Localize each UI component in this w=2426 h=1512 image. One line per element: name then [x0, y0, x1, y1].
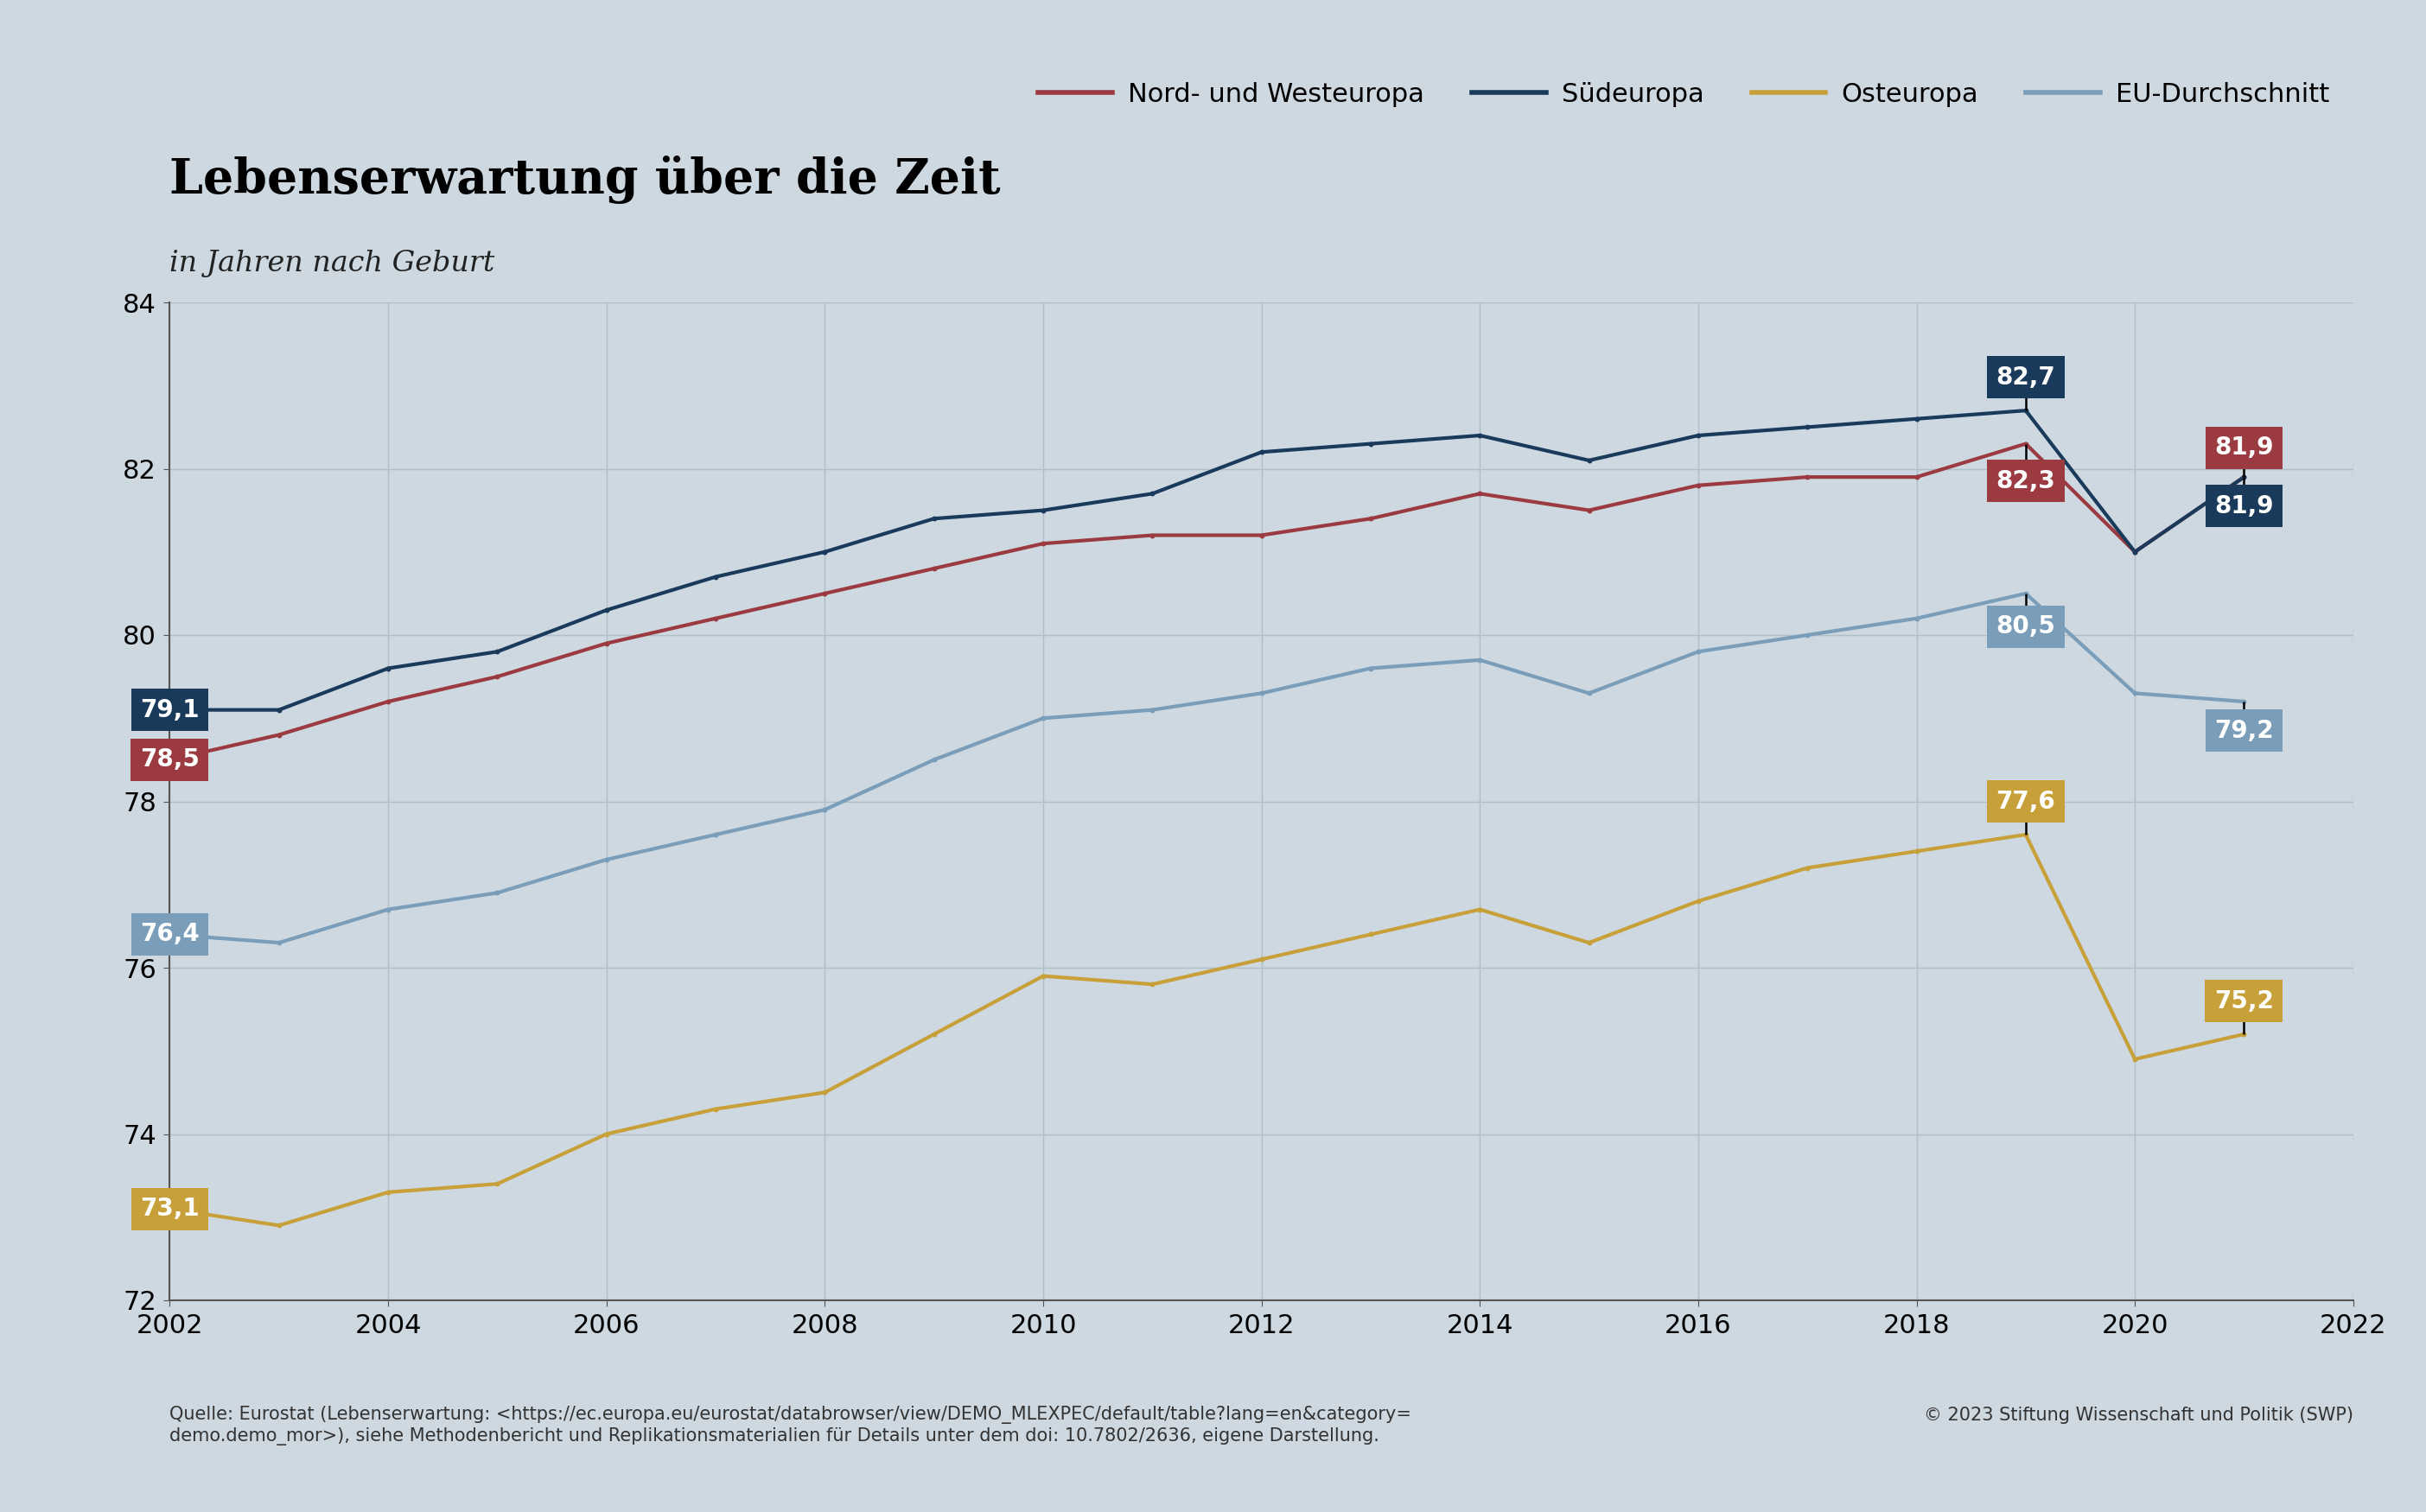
Point [2006, 823, 2045, 847]
Point [1351, 507, 1390, 531]
Text: 81,9: 81,9 [2215, 435, 2273, 460]
Text: 81,9: 81,9 [2215, 494, 2273, 519]
Point [2006, 581, 2045, 605]
Text: 78,5: 78,5 [141, 747, 199, 771]
Legend: Nord- und Westeuropa, Südeuropa, Osteuropa, EU-Durchschnitt: Nord- und Westeuropa, Südeuropa, Osteuro… [1029, 71, 2341, 118]
Point [696, 1098, 735, 1122]
Point [696, 564, 735, 588]
Point [2006, 398, 2045, 422]
Point [150, 699, 189, 723]
Point [1133, 523, 1172, 547]
Point [1133, 972, 1172, 996]
Point [1679, 640, 1718, 664]
Point [1897, 606, 1936, 631]
Point [1460, 423, 1499, 448]
Point [150, 1198, 189, 1222]
Point [1897, 407, 1936, 431]
Point [1351, 922, 1390, 947]
Point [1242, 523, 1281, 547]
Point [587, 631, 626, 655]
Point [2225, 1022, 2263, 1046]
Point [805, 581, 844, 605]
Point [2115, 540, 2154, 564]
Point [1460, 897, 1499, 921]
Text: 82,3: 82,3 [1997, 469, 2055, 493]
Point [1897, 464, 1936, 488]
Point [696, 823, 735, 847]
Point [1024, 963, 1063, 987]
Point [2115, 680, 2154, 705]
Point [1133, 699, 1172, 723]
Point [1897, 839, 1936, 863]
Point [1242, 440, 1281, 464]
Point [805, 797, 844, 821]
Point [1133, 481, 1172, 505]
Point [1788, 414, 1827, 438]
Point [1570, 930, 1608, 956]
Text: Lebenserwartung über die Zeit: Lebenserwartung über die Zeit [170, 156, 1002, 204]
Point [1788, 623, 1827, 647]
Point [696, 606, 735, 631]
Point [1679, 473, 1718, 497]
Point [369, 897, 408, 921]
Point [2115, 1046, 2154, 1070]
Point [587, 847, 626, 871]
Point [369, 1179, 408, 1204]
Point [587, 597, 626, 623]
Text: 80,5: 80,5 [1997, 615, 2055, 640]
Point [1024, 532, 1063, 556]
Point [2115, 540, 2154, 564]
Point [369, 689, 408, 714]
Point [478, 640, 517, 664]
Text: 77,6: 77,6 [1997, 789, 2055, 813]
Text: 79,1: 79,1 [141, 699, 199, 723]
Point [1351, 432, 1390, 457]
Point [915, 507, 953, 531]
Point [1679, 889, 1718, 913]
Point [478, 665, 517, 689]
Point [1024, 706, 1063, 730]
Point [805, 540, 844, 564]
Text: 79,2: 79,2 [2215, 718, 2273, 742]
Point [1570, 449, 1608, 473]
Point [2006, 432, 2045, 457]
Point [1024, 497, 1063, 522]
Point [915, 1022, 953, 1046]
Point [1351, 656, 1390, 680]
Point [2225, 689, 2263, 714]
Point [1460, 647, 1499, 671]
Point [150, 922, 189, 947]
Point [1679, 423, 1718, 448]
Point [915, 556, 953, 581]
Point [1242, 948, 1281, 972]
Point [478, 1172, 517, 1196]
Point [260, 930, 298, 956]
Point [915, 747, 953, 771]
Point [1242, 680, 1281, 705]
Point [260, 1213, 298, 1237]
Point [1788, 464, 1827, 488]
Point [260, 699, 298, 723]
Text: in Jahren nach Geburt: in Jahren nach Geburt [170, 249, 495, 277]
Point [260, 723, 298, 747]
Text: 76,4: 76,4 [141, 922, 199, 947]
Point [1570, 497, 1608, 522]
Point [2225, 464, 2263, 488]
Point [150, 747, 189, 771]
Point [1788, 856, 1827, 880]
Point [2225, 464, 2263, 488]
Point [805, 1080, 844, 1104]
Text: 73,1: 73,1 [141, 1198, 199, 1222]
Text: 75,2: 75,2 [2215, 989, 2273, 1013]
Point [587, 1122, 626, 1146]
Point [1570, 680, 1608, 705]
Text: Quelle: Eurostat (Lebenserwartung: <https://ec.europa.eu/eurostat/databrowser/vi: Quelle: Eurostat (Lebenserwartung: <http… [170, 1406, 1412, 1445]
Text: 82,7: 82,7 [1997, 366, 2055, 390]
Point [1460, 481, 1499, 505]
Point [478, 880, 517, 904]
Text: © 2023 Stiftung Wissenschaft und Politik (SWP): © 2023 Stiftung Wissenschaft und Politik… [1924, 1406, 2353, 1423]
Point [369, 656, 408, 680]
